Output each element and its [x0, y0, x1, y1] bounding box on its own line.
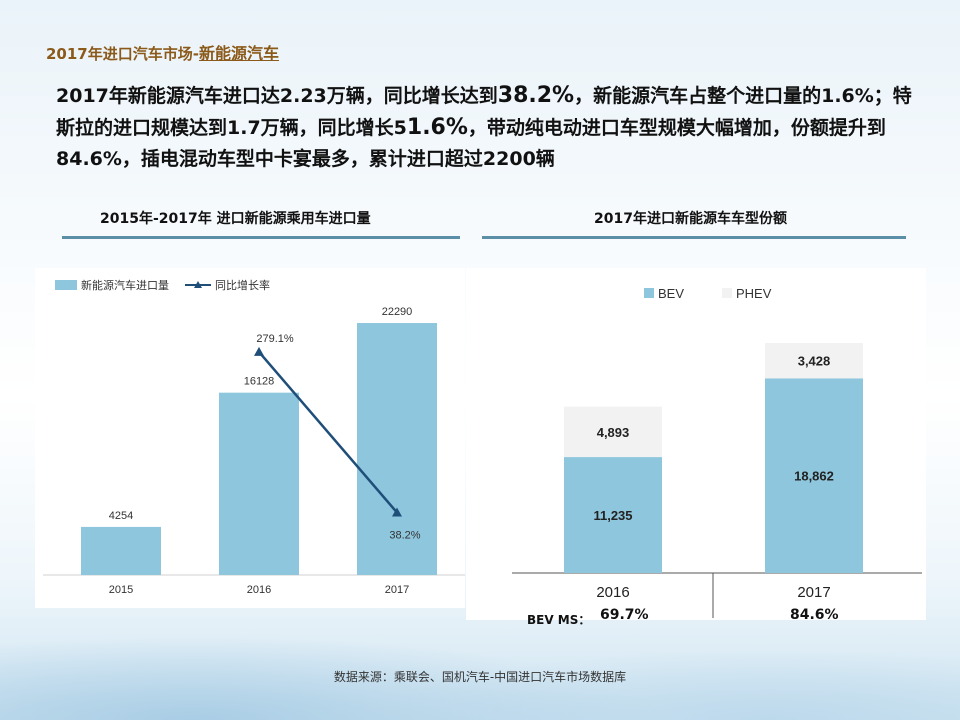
stack-bev-2016: [564, 457, 662, 573]
source-note: 数据来源：乘联会、国机汽车-中国进口汽车市场数据库: [333, 670, 627, 684]
legend-label-bar: 新能源汽车进口量: [81, 278, 169, 292]
right-chart: BEV PHEV 11,235 4,893 2016 18,862 3,428 2017: [512, 286, 922, 618]
headline-part-1: 2017年新能源汽车进口达2.23万辆，同比增长达到: [56, 85, 498, 107]
bev-ms-label: BEV MS：: [527, 613, 591, 627]
stack-label-bev-2016: 11,235: [593, 508, 632, 523]
growth-marker-2017: [392, 507, 402, 517]
stack-phev-2017: [765, 343, 863, 379]
growth-label-2017: 38.2%: [389, 530, 420, 542]
legend-swatch-phev: [722, 288, 732, 298]
bar-2015: [81, 526, 161, 575]
x-tick-2015: 2015: [109, 584, 133, 596]
headline: 2017年新能源汽车进口达2.23万辆，同比增长达到38.2%，新能源汽车占整个…: [56, 80, 926, 175]
x-tick-2016: 2016: [596, 584, 629, 601]
stack-label-phev-2017: 3,428: [798, 354, 831, 369]
headline-part-2: ，新能源汽车占整个进口量的1.6%；特斯拉的进口规模达到1.7万辆，同比增长5: [56, 85, 912, 139]
legend-label-bev: BEV: [658, 286, 684, 301]
legend-label-line: 同比增长率: [215, 278, 270, 292]
right-chart-title: 2017年进口新能源车车型份额: [594, 211, 787, 227]
stack-phev-2016: [564, 406, 662, 458]
legend-swatch-bar: [55, 280, 77, 290]
headline-highlight-2: 1.6%: [406, 115, 468, 140]
stack-label-phev-2016: 4,893: [597, 425, 630, 440]
bar-2016: [219, 392, 299, 575]
bar-label-2015: 4254: [109, 510, 133, 522]
bar-label-2016: 16128: [244, 376, 275, 388]
left-chart: 新能源汽车进口量 同比增长率 4254 2015 16128 2016 22290 201…: [43, 278, 465, 596]
legend-label-phev: PHEV: [736, 286, 772, 301]
x-tick-2016: 2016: [247, 584, 271, 596]
slide-title: 2017年进口汽车市场-新能源汽车: [46, 40, 279, 64]
right-chart-panel: BEV PHEV 11,235 4,893 2016 18,862 3,428 2017: [466, 268, 926, 620]
left-chart-rule: [62, 236, 460, 239]
bar-2017: [357, 323, 437, 575]
legend-swatch-bev: [644, 288, 654, 298]
stack-label-bev-2017: 18,862: [794, 469, 834, 484]
right-chart-rule: [482, 236, 906, 239]
slide-title-main: 2017年进口汽车市场-: [46, 45, 199, 63]
bar-label-2017: 22290: [382, 306, 413, 318]
bev-ms-2016: 69.7%: [600, 607, 649, 623]
slide-title-sub: 新能源汽车: [198, 44, 279, 63]
growth-label-2016: 279.1%: [256, 333, 294, 345]
bev-ms-2017: 84.6%: [790, 607, 839, 623]
stack-bev-2017: [765, 378, 863, 573]
growth-line: [258, 351, 398, 514]
growth-marker-2016: [254, 346, 264, 356]
left-chart-panel: 新能源汽车进口量 同比增长率 4254 2015 16128 2016 22290 201…: [35, 268, 465, 608]
legend-marker-line: [194, 281, 202, 288]
x-tick-2017: 2017: [797, 584, 830, 601]
headline-part-3: ，带动纯电动进口车型规模大幅增加，份额提升到84.6%，插电混动车型中卡宴最多，…: [56, 117, 886, 170]
headline-highlight-1: 38.2%: [497, 83, 575, 108]
left-chart-title: 2015年-2017年 进口新能源乘用车进口量: [100, 211, 371, 227]
x-tick-2017: 2017: [385, 584, 409, 596]
